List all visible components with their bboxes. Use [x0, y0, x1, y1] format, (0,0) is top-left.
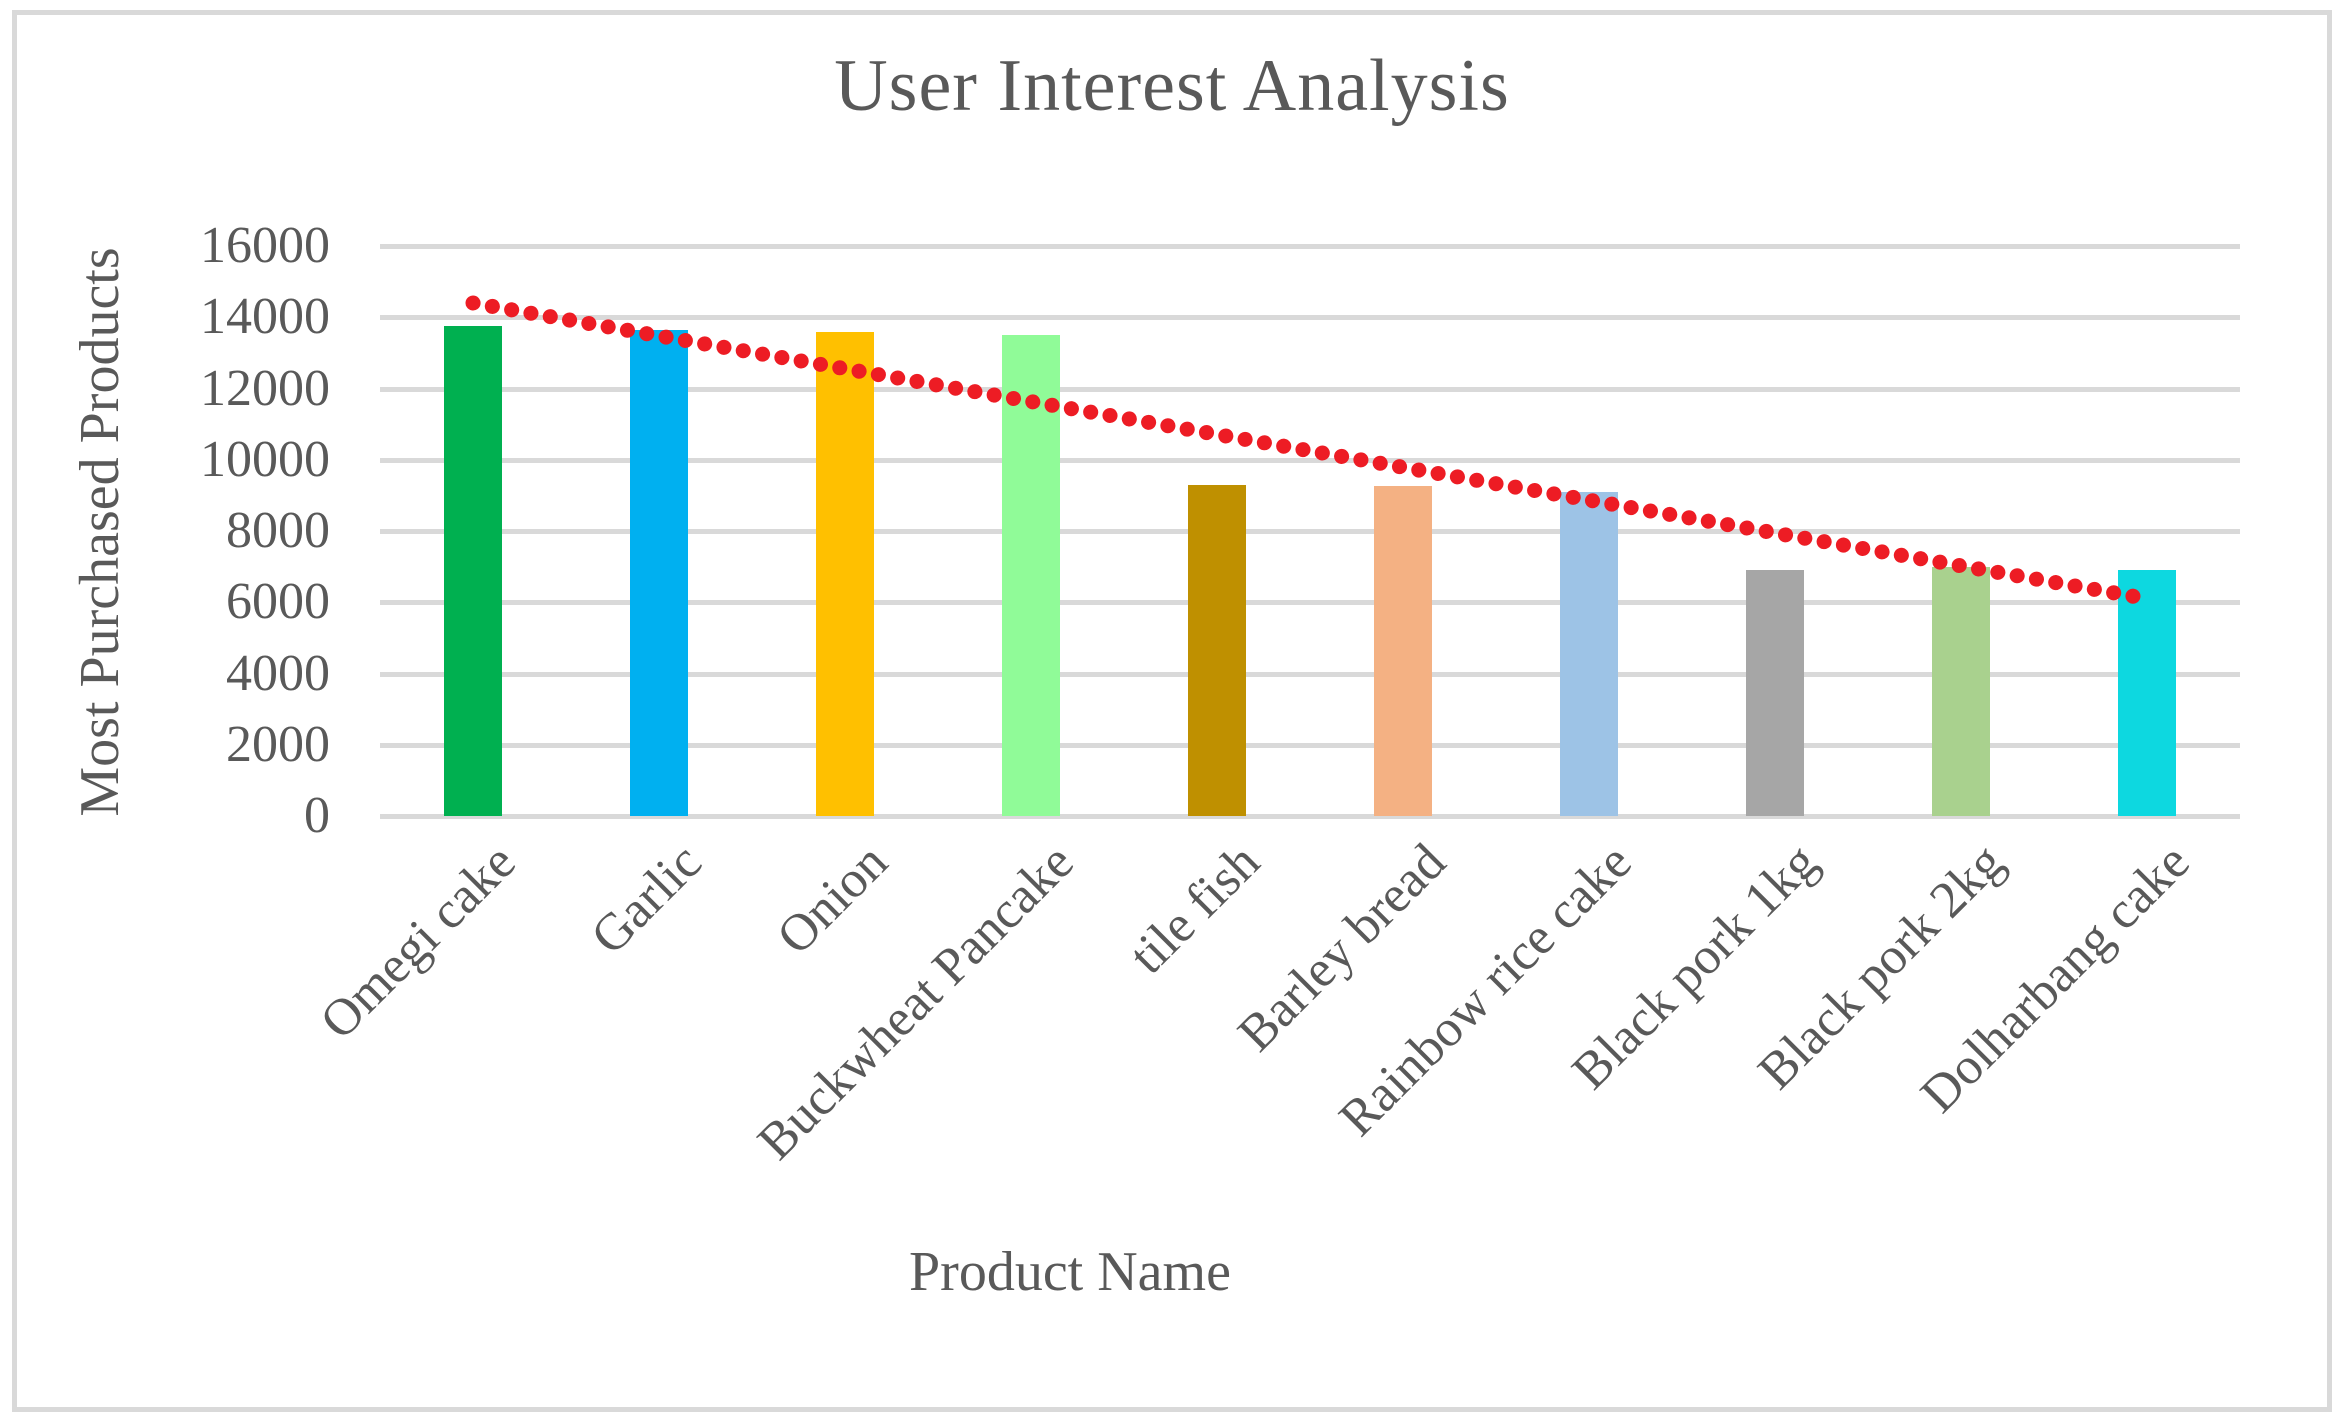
bar-black-pork-2kg	[1932, 566, 1990, 816]
x-axis-title: Product Name	[909, 1241, 1231, 1303]
gridline	[380, 529, 2240, 534]
y-tick-label: 8000	[226, 502, 330, 559]
plot-area	[380, 244, 2240, 819]
gridline	[380, 814, 2240, 819]
bar-garlic	[630, 329, 688, 816]
bar-dolharbang-cake	[2118, 570, 2176, 816]
gridline	[380, 671, 2240, 677]
gridline	[380, 315, 2240, 321]
y-tick-label: 0	[304, 787, 330, 844]
y-tick-label: 4000	[226, 644, 330, 702]
y-tick-label: 12000	[200, 359, 330, 417]
bar-barley-bread	[1374, 486, 1432, 816]
gridline	[380, 742, 2240, 748]
bar-black-pork-1kg	[1746, 570, 1804, 816]
gridline	[380, 600, 2240, 606]
gridline	[380, 244, 2240, 249]
y-tick-label: 16000	[200, 217, 330, 274]
y-tick-label: 10000	[200, 430, 330, 488]
bar-tile-fish	[1188, 484, 1246, 816]
bar-buckwheat-pancake	[1002, 335, 1060, 816]
y-tick-label: 14000	[200, 288, 330, 346]
bar-onion	[816, 331, 874, 816]
y-tick-label: 6000	[226, 573, 330, 631]
bar-rainbow-rice-cake	[1560, 491, 1618, 816]
trendline-dotted-line	[465, 295, 2155, 607]
bar-omegi-cake	[444, 326, 502, 816]
trendline	[465, 295, 2155, 607]
gridline	[380, 386, 2240, 392]
gridline	[380, 457, 2240, 463]
chart-title: User Interest Analysis	[834, 45, 1510, 127]
y-tick-label: 2000	[226, 715, 330, 773]
